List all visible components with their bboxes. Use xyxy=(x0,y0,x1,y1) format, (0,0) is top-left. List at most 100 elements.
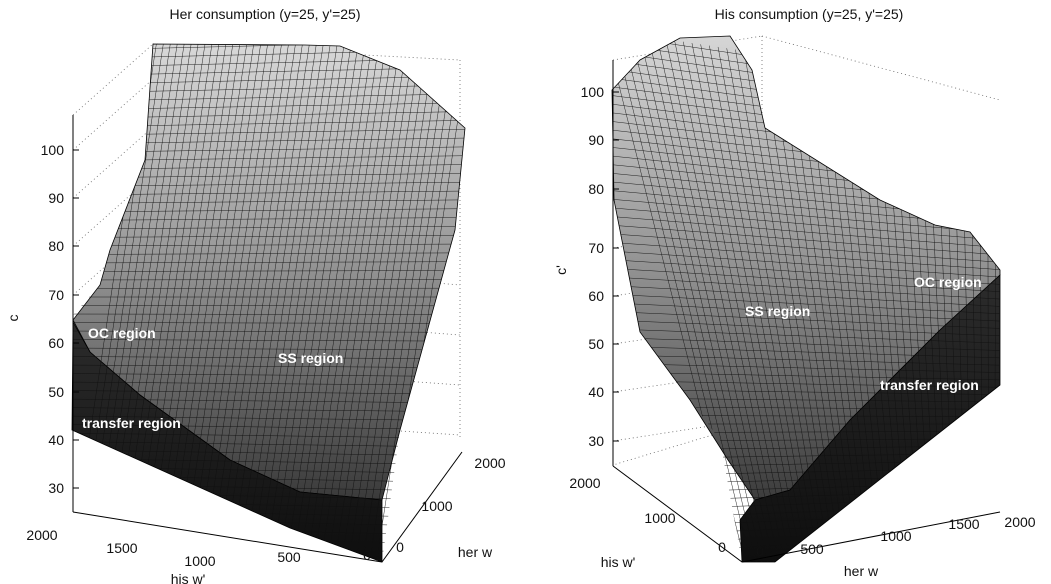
mesh-line xyxy=(229,44,311,562)
mesh-line xyxy=(72,243,465,247)
mesh-line xyxy=(72,373,465,377)
mesh-line xyxy=(72,270,465,272)
right-z-tick-label: 30 xyxy=(588,433,604,449)
left-grid-line xyxy=(72,43,154,116)
mesh-line xyxy=(639,36,763,562)
mesh-line xyxy=(201,44,283,562)
mesh-line xyxy=(72,381,465,386)
mesh-line xyxy=(709,45,809,562)
left-x-tick-label: 2000 xyxy=(26,527,57,543)
mesh-line xyxy=(72,217,465,221)
mesh-line xyxy=(292,44,373,562)
mesh-line xyxy=(691,42,797,562)
mesh-line xyxy=(188,44,269,562)
mesh-line xyxy=(361,44,443,562)
mesh-line xyxy=(612,371,1000,381)
mesh-line xyxy=(341,44,422,562)
right-y-axis-label: her w xyxy=(844,563,879,579)
mesh-line xyxy=(612,302,1000,322)
left-annotation-transfer-region: transfer region xyxy=(82,415,181,431)
mesh-line xyxy=(648,36,769,562)
mesh-line xyxy=(72,339,465,342)
right-x-axis-label: his w' xyxy=(601,554,636,570)
mesh-line xyxy=(612,241,1000,271)
left-annotation-ss-region: SS region xyxy=(278,350,343,366)
mesh-line xyxy=(612,207,1000,241)
mesh-line xyxy=(72,234,465,238)
right-z-tick-label: 60 xyxy=(588,288,604,304)
mesh-line xyxy=(743,50,831,562)
mesh-line xyxy=(72,407,465,413)
right-x-ticks: 2000 1000 0 xyxy=(569,475,726,555)
mesh-line xyxy=(354,44,436,562)
mesh-line xyxy=(999,89,1000,562)
left-annotation-oc-region: OC region xyxy=(88,325,156,341)
left-x-ticks: 2000 1500 1000 500 0 xyxy=(26,527,371,569)
right-x-tick-label: 0 xyxy=(718,539,726,555)
right-z-tick-label: 80 xyxy=(588,181,604,197)
mesh-line xyxy=(264,44,346,562)
left-chart-title: Her consumption (y=25, y'=25) xyxy=(170,6,361,22)
mesh-line xyxy=(72,208,465,213)
mesh-line xyxy=(612,198,1000,234)
right-surface xyxy=(611,35,1001,563)
right-y-ticks: 0 500 1000 1500 2000 xyxy=(756,514,1036,559)
right-x-tick-label: 1000 xyxy=(644,510,675,526)
right-z-tick-label: 40 xyxy=(588,384,604,400)
right-annotation-oc-region: OC region xyxy=(914,274,982,290)
mesh-line xyxy=(72,313,465,315)
right-y-axis xyxy=(741,511,1001,563)
mesh-line xyxy=(60,32,470,42)
left-x-tick-label: 0 xyxy=(363,547,371,563)
mesh-line xyxy=(334,44,415,562)
mesh-line xyxy=(243,44,325,562)
mesh-line xyxy=(222,44,304,562)
right-y-tick-label: 500 xyxy=(800,541,824,557)
mesh-line xyxy=(278,44,359,562)
mesh-line xyxy=(72,390,465,395)
mesh-line xyxy=(257,44,339,562)
mesh-line xyxy=(215,44,297,562)
mesh-line xyxy=(612,259,1000,285)
left-y-axis xyxy=(381,451,463,563)
right-z-tick-label: 50 xyxy=(588,336,604,352)
mesh-line xyxy=(612,215,1000,249)
left-z-tick-label: 100 xyxy=(41,142,65,158)
left-x-tick-label: 1500 xyxy=(106,540,137,556)
right-x-tick-label: 2000 xyxy=(569,475,600,491)
mesh-line xyxy=(72,330,465,333)
left-grid-line xyxy=(72,78,154,151)
mesh-line xyxy=(320,44,401,562)
mesh-line xyxy=(313,44,394,562)
right-chart: His consumption (y=25, y'=25) xyxy=(553,6,1036,579)
mesh-line xyxy=(72,279,465,281)
right-axes xyxy=(612,60,1001,563)
right-chart-title: His consumption (y=25, y'=25) xyxy=(715,6,904,22)
mesh-line xyxy=(674,40,786,562)
mesh-line xyxy=(735,49,826,562)
left-y-tick-label: 1000 xyxy=(421,498,452,514)
mesh-line xyxy=(683,41,792,562)
mesh-line xyxy=(612,267,1000,293)
mesh-line xyxy=(72,226,465,230)
right-z-tick-label: 90 xyxy=(588,132,604,148)
mesh-line xyxy=(612,285,1000,307)
mesh-line xyxy=(656,37,775,562)
mesh-line xyxy=(700,44,803,562)
mesh-line xyxy=(72,199,465,204)
mesh-line xyxy=(612,328,1000,344)
left-z-tick-label: 40 xyxy=(48,432,64,448)
mesh-line xyxy=(72,322,465,324)
right-grid-line xyxy=(761,35,1001,101)
right-x-axis xyxy=(612,465,743,563)
mesh-line xyxy=(368,44,450,562)
mesh-line xyxy=(72,415,465,421)
left-axes xyxy=(72,115,463,563)
mesh-line xyxy=(250,44,332,562)
right-annotation-transfer-region: transfer region xyxy=(880,377,979,393)
left-x-axis xyxy=(72,511,383,563)
left-z-tick-label: 60 xyxy=(48,335,64,351)
right-z-ticks: 30 40 50 60 70 80 90 100 xyxy=(581,84,605,449)
left-y-tick-label: 0 xyxy=(396,539,404,555)
